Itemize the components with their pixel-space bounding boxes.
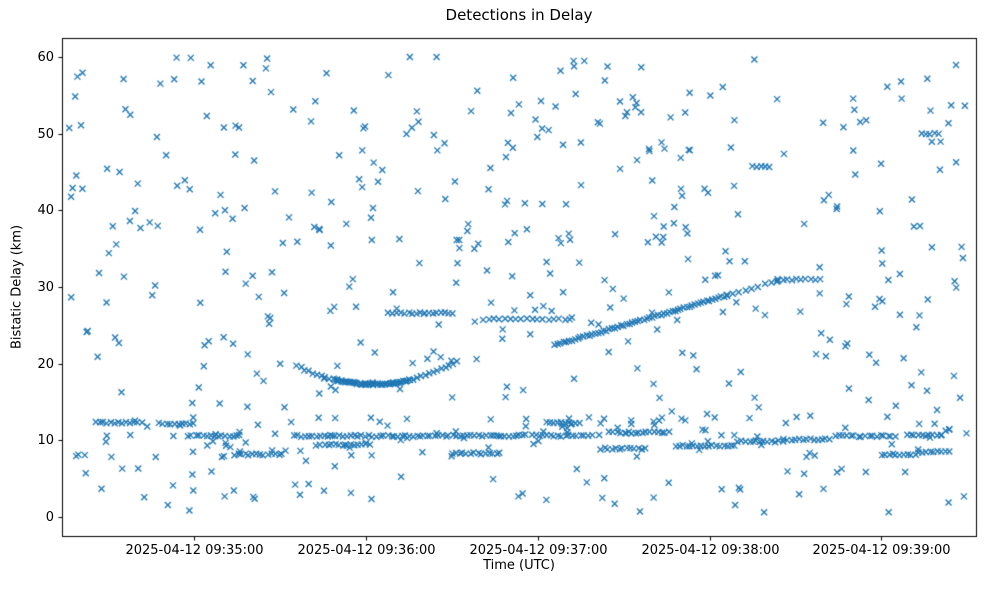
chart-title: Detections in Delay — [445, 6, 593, 24]
x-tick-label: 2025-04-12 09:37:00 — [469, 543, 608, 558]
x-tick-label: 2025-04-12 09:36:00 — [297, 543, 436, 558]
y-tick-label: 10 — [37, 432, 54, 448]
y-tick-label: 40 — [37, 202, 54, 218]
y-tick-label: 60 — [37, 49, 54, 65]
x-tick-label: 2025-04-12 09:38:00 — [641, 543, 780, 558]
y-tick-label: 30 — [37, 279, 54, 295]
x-axis-label: Time (UTC) — [483, 558, 555, 573]
y-tick-label: 20 — [37, 356, 54, 372]
x-tick-label: 2025-04-12 09:35:00 — [125, 543, 264, 558]
y-tick-label: 50 — [37, 126, 54, 142]
x-tick-label: 2025-04-12 09:39:00 — [812, 543, 951, 558]
y-tick-label: 0 — [45, 509, 54, 525]
